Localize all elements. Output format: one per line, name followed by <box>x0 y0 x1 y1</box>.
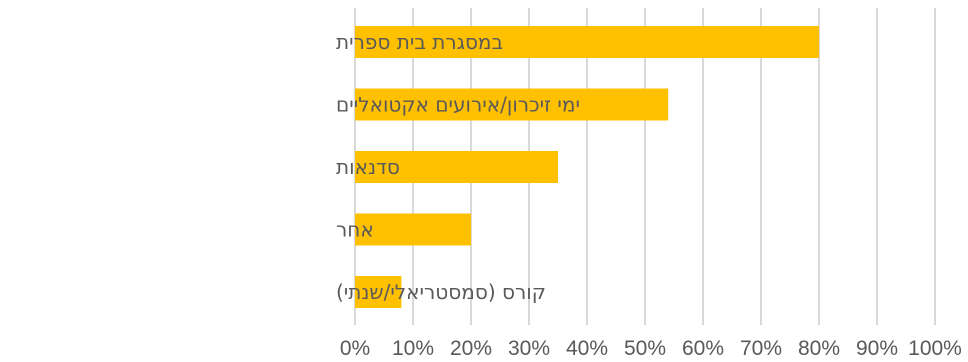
x-tick-label: 20% <box>450 337 492 360</box>
bars <box>355 26 819 308</box>
gridlines <box>354 8 936 325</box>
x-tick-label: 70% <box>740 337 782 360</box>
category-label: קורס (סמסטריאלי/שנתי) <box>336 280 546 304</box>
x-tick-label: 10% <box>392 337 434 360</box>
bar <box>355 276 402 308</box>
x-tick-label: 0% <box>340 337 370 360</box>
x-tick-label: 60% <box>682 337 724 360</box>
bar <box>355 151 558 183</box>
category-labels: במסגרת בית ספרית ימי זיכרון/אירועים אקטוא… <box>336 30 580 304</box>
bar <box>355 213 471 246</box>
x-tick-label: 100% <box>908 337 962 360</box>
x-tick-label: 50% <box>624 337 666 360</box>
x-tick-label: 40% <box>566 337 608 360</box>
bar <box>355 26 819 58</box>
x-tick-label: 90% <box>856 337 898 360</box>
category-label: ימי זיכרון/אירועים אקטואליים <box>336 93 580 117</box>
x-tick-label: 30% <box>508 337 550 360</box>
category-label: סדנאות <box>336 155 400 179</box>
category-label: אחר <box>336 218 374 242</box>
tick-labels: 0% 10% 20% 30% 40% 50% 60% 70% 80% 90% 100% <box>340 337 962 360</box>
category-label: במסגרת בית ספרית <box>336 30 503 54</box>
bar <box>355 88 669 121</box>
x-tick-label: 80% <box>798 337 840 360</box>
